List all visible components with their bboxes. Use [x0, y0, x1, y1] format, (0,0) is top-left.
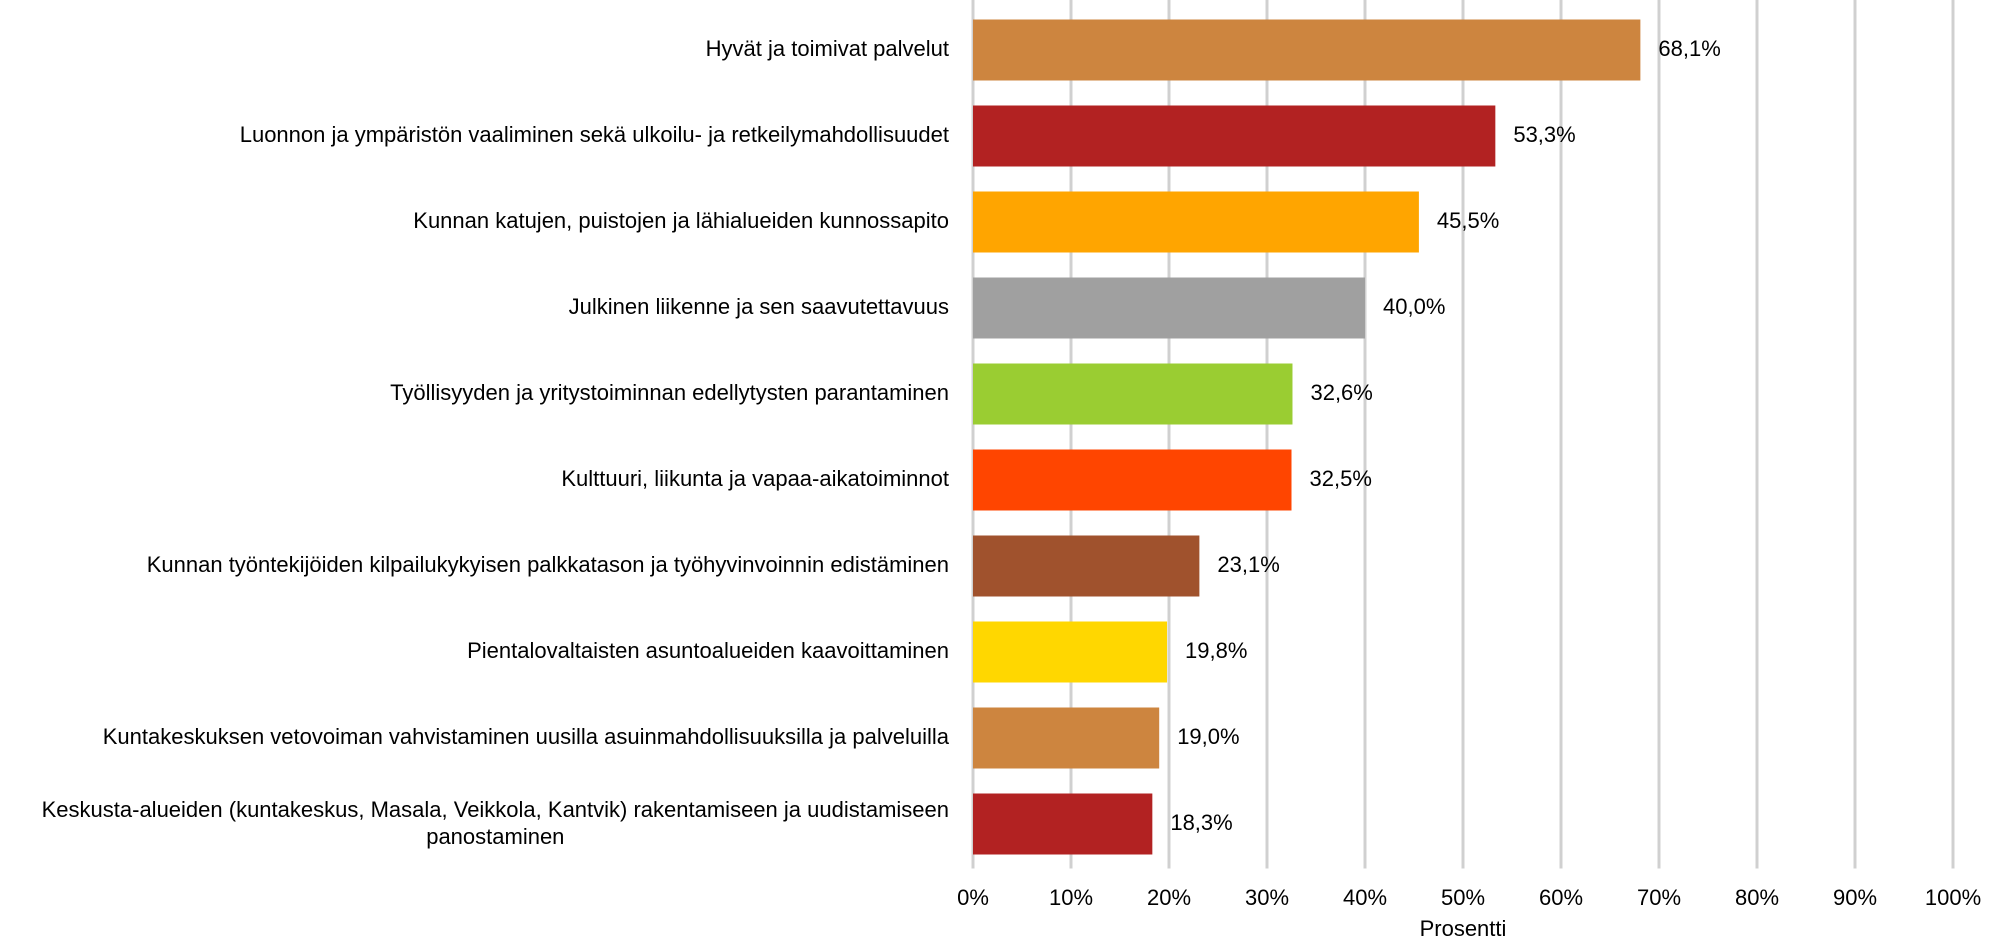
- x-tick-label: 80%: [1735, 885, 1779, 910]
- x-tick-label: 90%: [1833, 885, 1877, 910]
- data-label: 32,5%: [1310, 466, 1372, 491]
- x-tick-label: 60%: [1539, 885, 1583, 910]
- bar: [973, 277, 1365, 339]
- y-tick-label: Pientalovaltaisten asuntoalueiden kaavoi…: [467, 638, 949, 663]
- bar: [973, 793, 1153, 855]
- data-label: 40,0%: [1383, 294, 1445, 319]
- x-tick-label: 50%: [1441, 885, 1485, 910]
- y-tick-label: Kuntakeskuksen vetovoiman vahvistaminen …: [103, 724, 950, 749]
- y-tick-label: Julkinen liikenne ja sen saavutettavuus: [569, 294, 949, 319]
- y-tick-label: Luonnon ja ympäristön vaaliminen sekä ul…: [240, 122, 949, 147]
- bar: [973, 191, 1419, 253]
- y-tick-label: Keskusta-alueiden (kuntakeskus, Masala, …: [42, 797, 949, 849]
- x-tick-label: 10%: [1049, 885, 1093, 910]
- x-tick-label: 20%: [1147, 885, 1191, 910]
- data-label: 45,5%: [1437, 208, 1499, 233]
- x-tick-label: 100%: [1925, 885, 1981, 910]
- y-tick-label: Kunnan työntekijöiden kilpailukykyisen p…: [147, 552, 949, 577]
- bar: [973, 707, 1160, 769]
- data-label: 19,8%: [1185, 638, 1247, 663]
- y-tick-label: Hyvät ja toimivat palvelut: [706, 36, 949, 61]
- bar: [973, 19, 1641, 81]
- x-axis-title: Prosentti: [1420, 916, 1507, 941]
- data-label: 23,1%: [1217, 552, 1279, 577]
- data-label: 68,1%: [1658, 36, 1720, 61]
- data-label: 32,6%: [1310, 380, 1372, 405]
- data-label: 18,3%: [1170, 810, 1232, 835]
- y-tick-label: Työllisyyden ja yritystoiminnan edellyty…: [390, 380, 949, 405]
- y-tick-label: Kulttuuri, liikunta ja vapaa-aikatoiminn…: [561, 466, 949, 491]
- x-tick-label: 30%: [1245, 885, 1289, 910]
- x-tick-label: 0%: [957, 885, 989, 910]
- x-tick-label: 40%: [1343, 885, 1387, 910]
- bar: [973, 363, 1293, 425]
- bar: [973, 621, 1168, 683]
- data-label: 53,3%: [1513, 122, 1575, 147]
- bar: [973, 535, 1200, 597]
- data-label: 19,0%: [1177, 724, 1239, 749]
- bar: [973, 449, 1292, 511]
- y-tick-label: Kunnan katujen, puistojen ja lähialueide…: [413, 208, 949, 233]
- x-tick-label: 70%: [1637, 885, 1681, 910]
- bar: [973, 105, 1496, 167]
